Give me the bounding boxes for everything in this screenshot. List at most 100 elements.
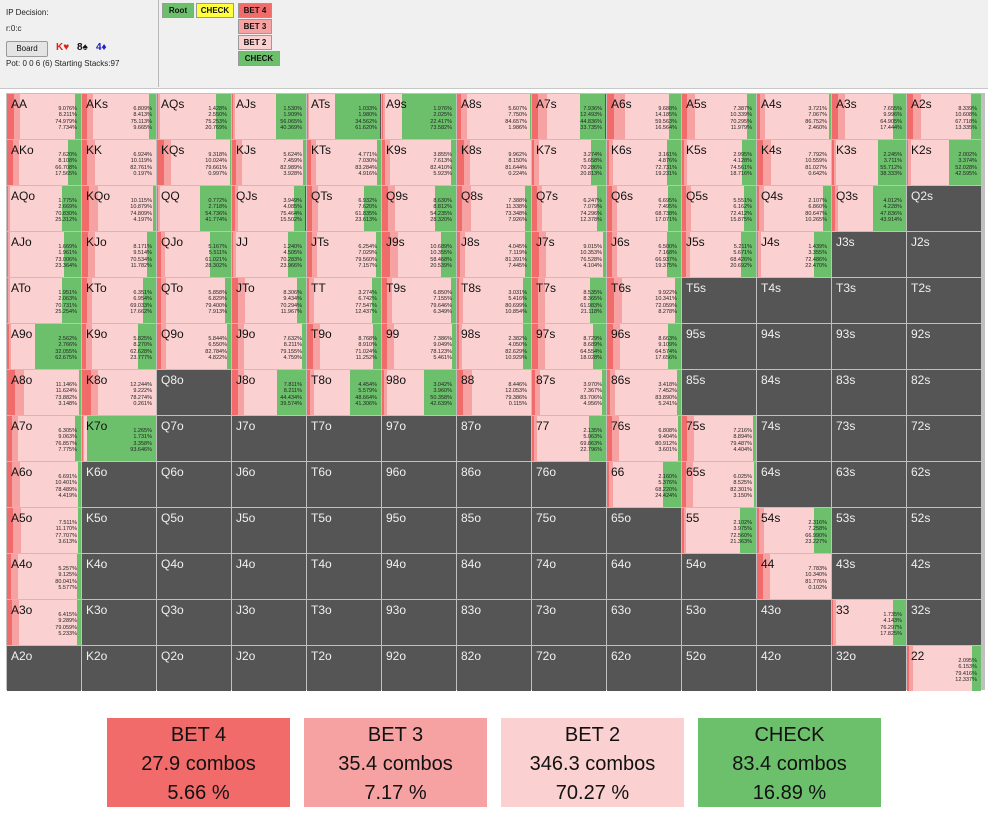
hand-cell-T3s[interactable]: T3s <box>832 278 906 323</box>
hand-cell-75s[interactable]: 7.216% 8.894% 79.487% 4.404% 75s <box>682 416 756 461</box>
hand-cell-A6o[interactable]: 6.691% 10.401% 78.489% 4.419% A6o <box>7 462 81 507</box>
hand-cell-J3s[interactable]: J3s <box>832 232 906 277</box>
hand-cell-J6o[interactable]: J6o <box>232 462 306 507</box>
hand-cell-63s[interactable]: 63s <box>832 462 906 507</box>
hand-cell-98s[interactable]: 2.382% 4.050% 82.629% 10.929% 98s <box>457 324 531 369</box>
hand-cell-Q7s[interactable]: 6.247% 7.079% 74.296% 12.378% Q7s <box>532 186 606 231</box>
hand-cell-K5o[interactable]: K5o <box>82 508 156 553</box>
hand-cell-42o[interactable]: 42o <box>757 646 831 691</box>
hand-cell-KJs[interactable]: 5.624% 7.459% 82.989% 3.928% KJs <box>232 140 306 185</box>
hand-cell-JTs[interactable]: 6.254% 7.029% 79.560% 7.157% JTs <box>307 232 381 277</box>
hand-cell-T6s[interactable]: 9.922% 10.341% 72.059% 8.278% T6s <box>607 278 681 323</box>
hand-cell-85s[interactable]: 85s <box>682 370 756 415</box>
hand-cell-95s[interactable]: 95s <box>682 324 756 369</box>
hand-cell-K9o[interactable]: 5.825% 8.270% 62.628% 23.777% K9o <box>82 324 156 369</box>
hand-cell-J3o[interactable]: J3o <box>232 600 306 645</box>
hand-cell-43s[interactable]: 43s <box>832 554 906 599</box>
hand-cell-AQo[interactable]: 1.775% 2.669% 70.830% 25.312% AQo <box>7 186 81 231</box>
hand-cell-K8o[interactable]: 12.244% 9.222% 78.274% 0.261% K8o <box>82 370 156 415</box>
hand-cell-J2o[interactable]: J2o <box>232 646 306 691</box>
hand-cell-22[interactable]: 2.095% 6.153% 79.416% 12.337% 22 <box>907 646 981 691</box>
hand-cell-Q6o[interactable]: Q6o <box>157 462 231 507</box>
hand-cell-T5o[interactable]: T5o <box>307 508 381 553</box>
hand-cell-63o[interactable]: 63o <box>607 600 681 645</box>
hand-cell-Q7o[interactable]: Q7o <box>157 416 231 461</box>
hand-cell-J7s[interactable]: 9.015% 10.353% 76.528% 4.104% J7s <box>532 232 606 277</box>
hand-cell-T9s[interactable]: 6.850% 7.155% 79.646% 6.349% T9s <box>382 278 456 323</box>
hand-cell-93o[interactable]: 93o <box>382 600 456 645</box>
hand-cell-62s[interactable]: 62s <box>907 462 981 507</box>
hand-cell-Q5o[interactable]: Q5o <box>157 508 231 553</box>
hand-cell-QTo[interactable]: 5.858% 6.829% 79.400% 7.913% QTo <box>157 278 231 323</box>
hand-cell-AA[interactable]: 9.076% 8.211% 74.979% 7.734% AA <box>7 94 81 139</box>
hand-cell-92s[interactable]: 92s <box>907 324 981 369</box>
hand-cell-76s[interactable]: 6.808% 9.404% 80.912% 3.601% 76s <box>607 416 681 461</box>
hand-cell-Q6s[interactable]: 6.695% 7.495% 68.738% 17.071% Q6s <box>607 186 681 231</box>
hand-cell-94s[interactable]: 94s <box>757 324 831 369</box>
hand-cell-J2s[interactable]: J2s <box>907 232 981 277</box>
hand-cell-Q5s[interactable]: 5.551% 6.162% 72.412% 15.875% Q5s <box>682 186 756 231</box>
hand-cell-J7o[interactable]: J7o <box>232 416 306 461</box>
hand-cell-A4o[interactable]: 5.257% 9.125% 80.041% 5.577% A4o <box>7 554 81 599</box>
hand-cell-T3o[interactable]: T3o <box>307 600 381 645</box>
hand-cell-72s[interactable]: 72s <box>907 416 981 461</box>
hand-cell-32o[interactable]: 32o <box>832 646 906 691</box>
hand-cell-Q2s[interactable]: Q2s <box>907 186 981 231</box>
hand-cell-53o[interactable]: 53o <box>682 600 756 645</box>
hand-cell-K8s[interactable]: 9.962% 8.150% 81.644% 0.224% K8s <box>457 140 531 185</box>
hand-cell-53s[interactable]: 53s <box>832 508 906 553</box>
hand-cell-K6o[interactable]: K6o <box>82 462 156 507</box>
hand-cell-ATo[interactable]: 1.951% 2.063% 70.731% 25.254% ATo <box>7 278 81 323</box>
hand-cell-65o[interactable]: 65o <box>607 508 681 553</box>
action-bet4-button[interactable]: BET 4 <box>238 3 272 18</box>
hand-cell-64o[interactable]: 64o <box>607 554 681 599</box>
hand-cell-73o[interactable]: 73o <box>532 600 606 645</box>
hand-cell-Q3s[interactable]: 4.012% 4.228% 47.836% 43.914% Q3s <box>832 186 906 231</box>
hand-cell-95o[interactable]: 95o <box>382 508 456 553</box>
hand-cell-KTo[interactable]: 6.351% 6.954% 69.033% 17.662% KTo <box>82 278 156 323</box>
hand-cell-K7o[interactable]: 1.265% 1.731% 3.358% 93.646% K7o <box>82 416 156 461</box>
hand-cell-A6s[interactable]: 9.688% 14.185% 59.563% 16.564% A6s <box>607 94 681 139</box>
hand-cell-83s[interactable]: 83s <box>832 370 906 415</box>
hand-cell-JJ[interactable]: 1.240% 4.505% 70.283% 23.966% JJ <box>232 232 306 277</box>
hand-cell-T4o[interactable]: T4o <box>307 554 381 599</box>
hand-cell-AQs[interactable]: 1.428% 2.550% 75.253% 20.769% AQs <box>157 94 231 139</box>
hand-cell-K6s[interactable]: 3.161% 4.876% 72.731% 19.231% K6s <box>607 140 681 185</box>
hand-cell-97o[interactable]: 97o <box>382 416 456 461</box>
hand-cell-A9s[interactable]: 1.976% 2.025% 22.417% 73.582% A9s <box>382 94 456 139</box>
hand-cell-A8o[interactable]: 11.146% 11.624% 73.882% 3.148% A8o <box>7 370 81 415</box>
action-check-button[interactable]: CHECK <box>238 51 280 66</box>
hand-cell-K9s[interactable]: 3.855% 7.613% 82.410% 5.923% K9s <box>382 140 456 185</box>
hand-cell-T6o[interactable]: T6o <box>307 462 381 507</box>
hand-cell-54o[interactable]: 54o <box>682 554 756 599</box>
hand-cell-J8o[interactable]: 7.811% 8.211% 44.434% 39.574% J8o <box>232 370 306 415</box>
hand-cell-64s[interactable]: 64s <box>757 462 831 507</box>
board-button[interactable]: Board <box>6 41 48 57</box>
hand-cell-K5s[interactable]: 2.995% 4.128% 74.561% 18.716% K5s <box>682 140 756 185</box>
hand-cell-K2s[interactable]: 2.002% 3.374% 52.028% 42.595% K2s <box>907 140 981 185</box>
hand-cell-T8s[interactable]: 3.031% 5.416% 80.699% 10.854% T8s <box>457 278 531 323</box>
hand-cell-A5o[interactable]: 7.511% 11.170% 77.707% 3.613% A5o <box>7 508 81 553</box>
hand-cell-84s[interactable]: 84s <box>757 370 831 415</box>
hand-cell-97s[interactable]: 8.729% 8.689% 64.554% 18.028% 97s <box>532 324 606 369</box>
hand-cell-AKo[interactable]: 7.620% 8.108% 66.708% 17.565% AKo <box>7 140 81 185</box>
hand-cell-65s[interactable]: 6.025% 8.525% 82.301% 3.150% 65s <box>682 462 756 507</box>
tab-check[interactable]: CHECK <box>196 3 234 18</box>
hand-cell-93s[interactable]: 93s <box>832 324 906 369</box>
hand-cell-86o[interactable]: 86o <box>457 462 531 507</box>
hand-cell-33[interactable]: 1.735% 4.143% 76.297% 17.825% 33 <box>832 600 906 645</box>
hand-cell-J4o[interactable]: J4o <box>232 554 306 599</box>
hand-cell-Q3o[interactable]: Q3o <box>157 600 231 645</box>
hand-cell-74s[interactable]: 74s <box>757 416 831 461</box>
hand-cell-77[interactable]: 2.135% 5.063% 69.863% 22.796% 77 <box>532 416 606 461</box>
hand-cell-Q9s[interactable]: 8.630% 8.812% 54.235% 28.320% Q9s <box>382 186 456 231</box>
hand-cell-73s[interactable]: 73s <box>832 416 906 461</box>
hand-cell-A3o[interactable]: 6.415% 9.289% 79.059% 5.233% A3o <box>7 600 81 645</box>
hand-cell-Q8o[interactable]: Q8o <box>157 370 231 415</box>
hand-cell-A7o[interactable]: 6.305% 9.063% 76.857% 7.775% A7o <box>7 416 81 461</box>
hand-cell-84o[interactable]: 84o <box>457 554 531 599</box>
hand-cell-J9o[interactable]: 7.632% 8.211% 79.155% 4.759% J9o <box>232 324 306 369</box>
hand-cell-T7s[interactable]: 8.535% 8.365% 61.983% 21.118% T7s <box>532 278 606 323</box>
hand-cell-44[interactable]: 7.783% 10.340% 81.776% 0.102% 44 <box>757 554 831 599</box>
hand-cell-52o[interactable]: 52o <box>682 646 756 691</box>
